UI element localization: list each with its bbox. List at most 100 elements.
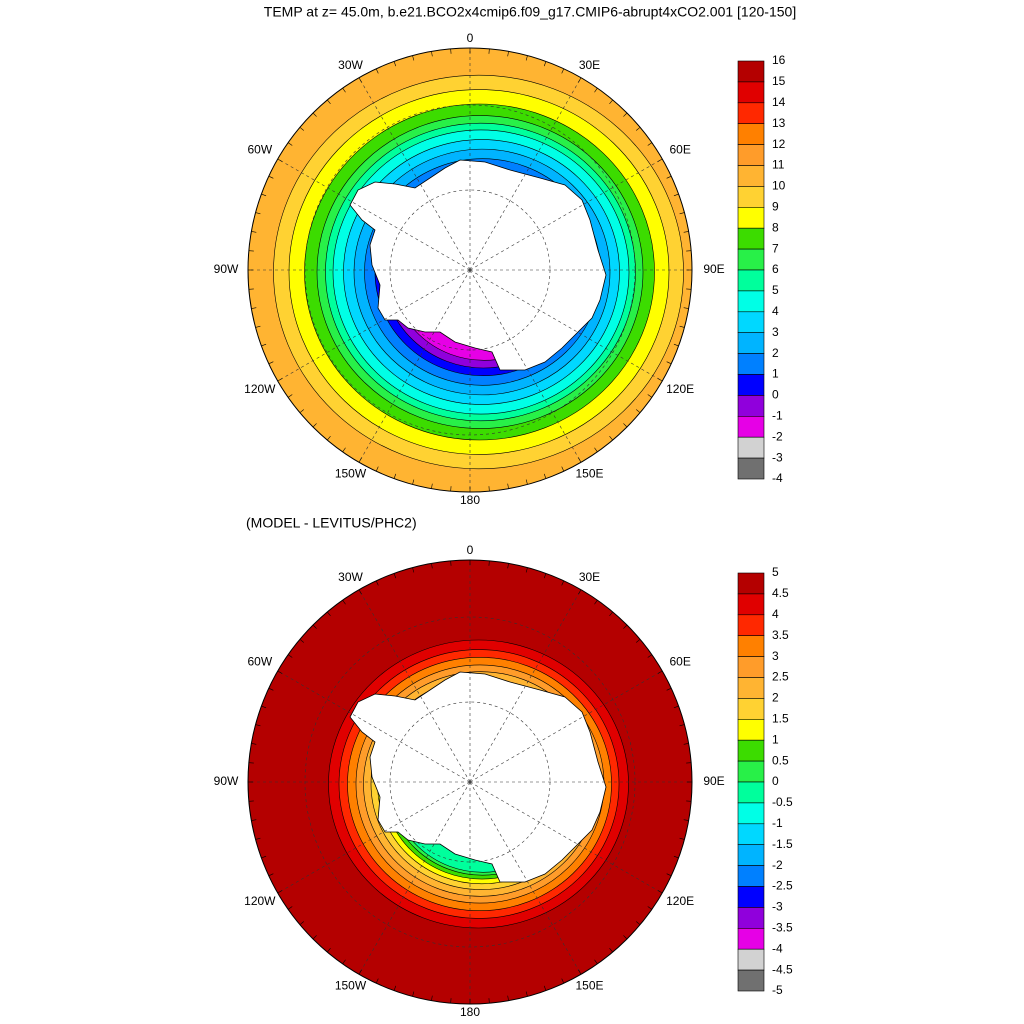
colorbar: 5 4.5 4 3.5 3 2.5 2 1.5 1 0.5 0 -0.5 -1 -1.5 -2 -2.5 -3 -… [737, 565, 793, 997]
colorbar-label: 8 [772, 220, 779, 234]
border-tick [255, 837, 261, 840]
border-tick [277, 890, 283, 894]
border-tick [431, 483, 433, 489]
border-tick [277, 158, 283, 162]
colorbar-box [737, 395, 765, 417]
border-tick [623, 112, 628, 117]
colorbar-box [737, 374, 765, 396]
panel-title: (MODEL - LEVITUS/PHC2) [246, 515, 417, 531]
border-tick [507, 563, 509, 569]
longitude-label: 30E [579, 58, 600, 72]
longitude-label: 60E [669, 142, 690, 156]
border-tick [683, 231, 689, 233]
colorbar-label: 3 [772, 649, 779, 663]
colorbar-box [737, 572, 765, 595]
longitude-label: 120W [244, 894, 276, 908]
border-tick [261, 193, 267, 197]
border-tick [299, 921, 304, 925]
colorbar-label: -3 [772, 450, 783, 464]
border-tick [594, 87, 598, 93]
longitude-label: 0 [467, 31, 474, 45]
colorbar-label: 14 [772, 95, 786, 109]
border-tick [342, 599, 346, 605]
longitude-label: 90W [214, 774, 239, 788]
border-tick [327, 948, 331, 953]
colorbar-label: 1 [772, 367, 779, 381]
colorbar-label: 13 [772, 116, 786, 130]
border-tick [342, 959, 346, 965]
figure-title: TEMP at z= 45.0m, b.e21.BCO2x4cmip6.f09_… [264, 4, 796, 20]
border-tick [358, 77, 362, 83]
colorbar-label: -3.5 [772, 920, 793, 934]
longitude-label: 60W [248, 142, 273, 156]
border-tick [251, 231, 257, 233]
longitude-label: 30W [338, 570, 363, 584]
longitude-label: 60W [248, 654, 273, 668]
meridian-line [358, 269, 471, 463]
longitude-label: 180 [460, 493, 480, 507]
polar-map: 0 30E 60E 90E 120E 150E 180 150W 120W 90W 60W 30W [214, 31, 725, 507]
meridian-line [469, 781, 663, 894]
border-tick [412, 55, 415, 61]
longitude-label: 150E [575, 467, 603, 481]
border-tick [261, 343, 267, 347]
colorbar-label: 0 [772, 774, 779, 788]
longitude-label: 120E [666, 894, 694, 908]
meridian-line [277, 670, 471, 783]
border-tick [287, 654, 293, 658]
border-tick [507, 995, 509, 1001]
colorbar-label: -5 [772, 983, 783, 997]
border-tick [609, 948, 613, 953]
border-tick [543, 573, 547, 579]
colorbar-label: 3.5 [772, 628, 789, 642]
colorbar-label: 3 [772, 325, 779, 339]
colorbar-box [737, 760, 765, 783]
colorbar-label: -4 [772, 941, 783, 955]
longitude-label: 30E [579, 570, 600, 584]
colorbar-box [737, 823, 765, 845]
colorbar-box [737, 165, 765, 187]
border-tick [679, 837, 685, 840]
colorbar-box [737, 186, 765, 208]
border-tick [358, 457, 362, 463]
colorbar-box [737, 614, 765, 636]
colorbar-label: -4 [772, 471, 783, 485]
border-tick [255, 325, 261, 328]
border-tick [393, 61, 397, 67]
border-tick [525, 479, 528, 485]
longitude-label: 150W [335, 979, 367, 993]
border-tick [609, 436, 613, 441]
longitude-label: 90E [703, 262, 724, 276]
border-tick [312, 935, 317, 940]
border-tick [683, 819, 689, 821]
border-tick [578, 589, 582, 595]
border-tick [673, 705, 679, 709]
colorbar-label: 16 [772, 53, 786, 67]
colorbar-box [737, 457, 765, 480]
border-tick [268, 687, 274, 691]
border-tick [666, 873, 672, 877]
meridian-line [358, 781, 471, 975]
border-tick [268, 361, 274, 365]
border-tick [636, 639, 641, 643]
border-tick [623, 423, 628, 428]
border-tick [561, 580, 565, 586]
colorbar-label: -1 [772, 816, 783, 830]
longitude-label: 0 [467, 543, 474, 557]
colorbar-box [737, 60, 765, 83]
border-tick [578, 457, 582, 463]
border-tick [594, 447, 598, 453]
border-tick [666, 361, 672, 365]
colorbar-box [737, 781, 765, 804]
border-tick [312, 624, 317, 629]
colorbar-box [737, 886, 765, 908]
colorbar-label: 1.5 [772, 711, 789, 725]
colorbar-label: 11 [772, 158, 785, 172]
border-tick [666, 175, 672, 179]
border-tick [299, 127, 304, 131]
colorbar-label: 10 [772, 179, 786, 193]
border-tick [683, 743, 689, 745]
colorbar-box [737, 144, 765, 166]
